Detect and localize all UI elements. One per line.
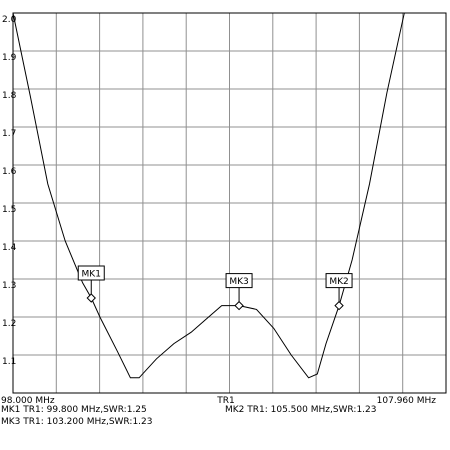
y-tick-label: 1.5 [2, 205, 16, 215]
y-tick-label: 1.1 [2, 357, 16, 367]
marker-layer: MK1 MK3 MK2 [77, 265, 353, 311]
marker-label-box [225, 273, 253, 289]
chart-grid [13, 13, 446, 393]
marker-label-box [77, 265, 105, 281]
marker-label: MK1 [82, 270, 101, 280]
y-tick-label: 1.7 [2, 129, 16, 139]
y-tick-label: 1.9 [2, 53, 17, 63]
marker-label: MK2 [329, 277, 348, 287]
plot-frame [12, 12, 447, 394]
y-tick-label: 1.4 [2, 243, 17, 253]
y-tick-label: 1.8 [2, 91, 17, 101]
marker-label: MK3 [229, 277, 248, 287]
y-tick-label: 2.0 [2, 15, 17, 25]
marker-diamond-icon [334, 300, 344, 311]
x-end-label: 107.960 MHz [377, 396, 437, 406]
marker-mk2[interactable]: MK2 [325, 273, 353, 311]
marker-readout-mk2: MK2 TR1: 105.500 MHz,SWR:1.23 [225, 405, 377, 415]
marker-readout-mk1: MK1 TR1: 99.800 MHz,SWR:1.25 [1, 405, 147, 415]
marker-mk1[interactable]: MK1 [77, 265, 105, 303]
trace-name-label: TR1 [216, 396, 234, 406]
y-tick-labels: 2.0 1.9 1.8 1.7 1.6 1.5 1.4 1.3 1.2 1.1 [2, 15, 17, 367]
swr-trace-line [12, 12, 435, 379]
y-tick-label: 1.6 [2, 167, 17, 177]
marker-diamond-icon [234, 300, 244, 311]
trace-layer [12, 12, 435, 379]
marker-mk3[interactable]: MK3 [225, 273, 253, 311]
y-tick-label: 1.3 [2, 281, 16, 291]
x-start-label: 98.000 MHz [1, 396, 55, 406]
marker-diamond-icon [86, 293, 96, 303]
marker-readout-mk3: MK3 TR1: 103.200 MHz,SWR:1.23 [1, 417, 153, 427]
y-tick-label: 1.2 [2, 319, 16, 329]
marker-label-box [325, 273, 353, 289]
